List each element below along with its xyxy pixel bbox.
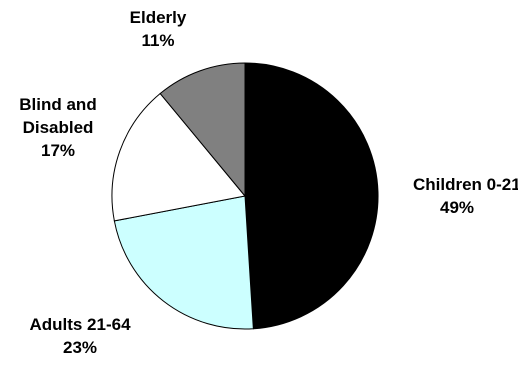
pie-labels: Children 0-21 49% Adults 21-64 23% Blind and… (19, 8, 518, 357)
slice-label-adults-21-64: Adults 21-64 23% (29, 315, 131, 357)
slice-label-children-0-21: Children 0-21 49% (413, 175, 518, 217)
pie-slice-elderly (159, 62, 246, 198)
pie-slices (111, 62, 379, 330)
pie-slice-blind-and-disabled (111, 92, 246, 222)
slice-label-elderly: Elderly 11% (130, 8, 187, 50)
pie-slice-adults-21-64 (113, 195, 254, 330)
pie-slice-children-0-21 (244, 62, 379, 330)
slice-label-blind-and-disabled: Blind and Disabled 17% (19, 95, 96, 160)
